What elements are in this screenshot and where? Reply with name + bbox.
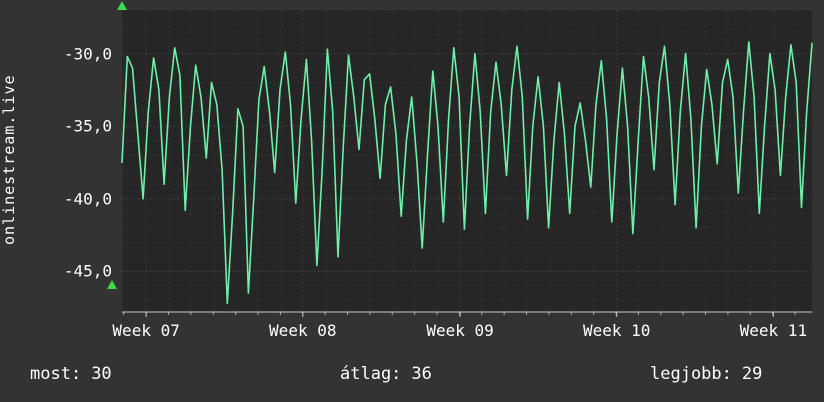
x-axis-tick-label: Week 10 [583, 321, 651, 340]
stat-current-value: 30 [91, 364, 112, 384]
vertical-axis-title: onlinestream.live [0, 74, 18, 246]
axis-arrow-bottom-icon [107, 280, 117, 289]
plot-area [122, 10, 812, 312]
y-axis-tick-label: -30,0 [63, 44, 112, 64]
x-axis-tick-label: Week 08 [269, 321, 337, 340]
stat-best: legjobb: 29 [650, 364, 762, 384]
x-axis-tick-label: Week 11 [739, 321, 808, 340]
y-axis-tick-label: -40,0 [63, 189, 112, 209]
stat-best-value: 29 [741, 364, 763, 384]
x-axis-tick-label: Week 09 [426, 321, 494, 340]
x-axis-tick-label: Week 07 [112, 321, 180, 340]
y-axis-tick-label: -35,0 [63, 116, 112, 136]
stat-current: most: 30 [30, 364, 112, 384]
stat-current-label: most: [30, 364, 82, 384]
stat-average-value: 36 [411, 364, 432, 384]
y-axis-tick-label: -45,0 [63, 261, 112, 281]
stat-average-label: átlag: [340, 364, 402, 384]
stat-best-label: legjobb: [650, 364, 732, 384]
stat-average: átlag: 36 [340, 364, 432, 384]
chart-canvas [121, 9, 813, 317]
axis-arrow-top-icon [117, 1, 127, 10]
